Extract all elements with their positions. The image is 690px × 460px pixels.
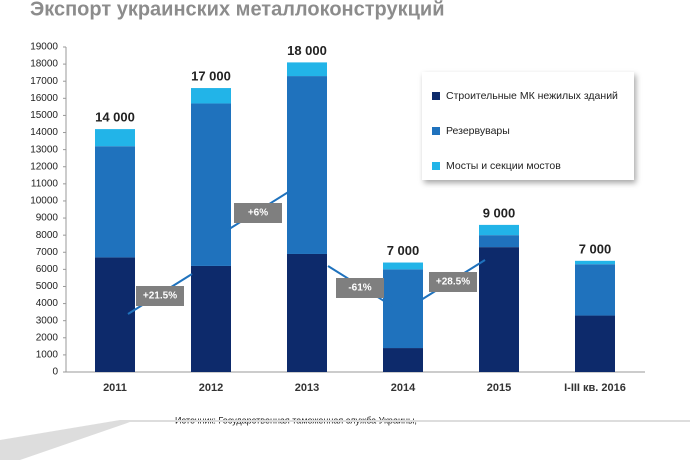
bar-segment (383, 348, 423, 372)
total-label: 18 000 (287, 43, 327, 58)
bar-segment (95, 146, 135, 258)
y-tick-label: 6000 (36, 264, 59, 275)
y-tick-label: 9000 (36, 213, 59, 224)
y-tick-label: 17000 (30, 76, 58, 87)
legend-label: Мосты и секции мостов (446, 160, 561, 172)
legend-swatch (432, 92, 440, 100)
y-tick-label: 15000 (30, 110, 58, 121)
bar-segment (575, 264, 615, 316)
y-tick-label: 12000 (30, 161, 58, 172)
annotation: -61% (348, 283, 371, 294)
annotation-box (429, 272, 477, 292)
y-tick-label: 2000 (36, 332, 59, 343)
y-tick-label: 1000 (36, 350, 59, 361)
y-tick-label: 18000 (30, 59, 58, 70)
y-tick-label: 5000 (36, 281, 59, 292)
y-tick-label: 13000 (30, 144, 58, 155)
x-tick-label: 2014 (391, 382, 416, 394)
x-tick-label: 2012 (199, 382, 223, 394)
total-label: 7 000 (579, 241, 612, 256)
y-tick-label: 0 (52, 367, 58, 378)
y-tick-label: 19000 (30, 42, 58, 53)
x-tick-label: 2011 (103, 382, 127, 394)
annotation: +21.5% (143, 291, 177, 302)
bar-segment (287, 76, 327, 254)
y-tick-label: 7000 (36, 247, 59, 258)
total-label: 7 000 (387, 243, 420, 258)
bar-segment (575, 260, 615, 265)
legend-swatch (432, 127, 440, 135)
y-tick-label: 16000 (30, 93, 58, 104)
bar-segment (191, 265, 231, 372)
total-label: 17 000 (191, 68, 231, 83)
bar-segment (383, 262, 423, 270)
bar-segment (287, 62, 327, 77)
chart-title: Экспорт украинских металлоконструкций (30, 0, 445, 20)
legend-label: Резервувары (446, 125, 510, 137)
bar-segment (479, 235, 519, 248)
annotation-box (336, 278, 384, 298)
y-tick-label: 8000 (36, 230, 59, 241)
footer-stripe (0, 420, 690, 460)
y-tick-label: 11000 (31, 178, 59, 189)
y-tick-label: 14000 (30, 127, 58, 138)
legend-box (422, 72, 634, 180)
bar-segment (575, 315, 615, 372)
annotation: +28.5% (436, 277, 470, 288)
bar-segment (479, 247, 519, 372)
bar-segment (383, 269, 423, 349)
total-label: 9 000 (483, 205, 516, 220)
y-tick-label: 4000 (36, 298, 59, 309)
legend-label: Строительные МК нежилых зданий (446, 90, 618, 102)
annotation-box (136, 286, 184, 306)
x-tick-label: 2015 (487, 382, 511, 394)
y-tick-label: 3000 (36, 315, 59, 326)
annotation-box (234, 203, 282, 223)
bar-segment (287, 253, 327, 372)
x-tick-label: 2013 (295, 382, 319, 394)
bar-segment (191, 103, 231, 266)
x-tick-label: I-III кв. 2016 (564, 382, 626, 394)
annotation: +6% (248, 208, 268, 219)
bar-segment (95, 257, 135, 372)
bar-segment (191, 88, 231, 104)
bar-segment (479, 224, 519, 236)
bar-segment (95, 129, 135, 147)
legend-swatch (432, 162, 440, 170)
total-label: 14 000 (95, 110, 135, 125)
y-tick-label: 10000 (30, 196, 58, 207)
